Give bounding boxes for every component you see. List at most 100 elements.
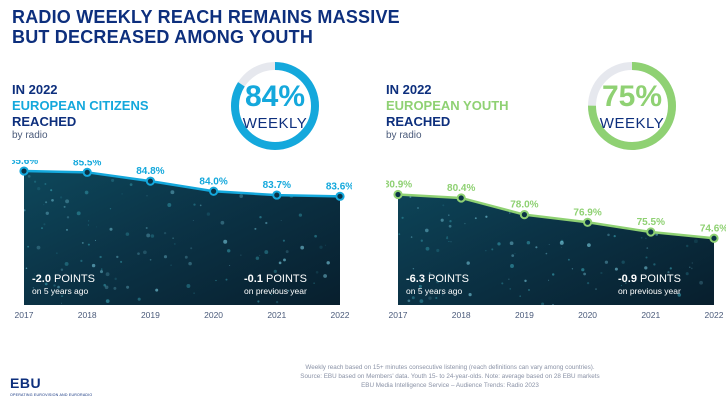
citizens-change-1y-sub: on previous year xyxy=(244,286,307,296)
texture-speck xyxy=(667,271,670,274)
texture-speck xyxy=(91,263,96,268)
texture-speck xyxy=(699,177,703,181)
texture-speck xyxy=(711,218,713,220)
youth-change-1y-sub: on previous year xyxy=(618,286,681,296)
texture-speck xyxy=(254,227,257,230)
citizens-reach-chart: 85.6% 2017 85.5% 2018 84.8% 2019 84.0% 2020 83.7… xyxy=(12,160,352,320)
texture-speck xyxy=(150,234,155,238)
texture-speck xyxy=(99,270,104,274)
citizens-reached-label: REACHED xyxy=(12,114,77,129)
texture-speck xyxy=(37,187,41,191)
series-line xyxy=(397,193,715,240)
texture-speck xyxy=(581,187,584,190)
texture-speck xyxy=(418,284,422,288)
texture-speck xyxy=(225,278,228,281)
texture-speck xyxy=(60,196,63,199)
texture-speck xyxy=(446,236,448,238)
ebu-logo-text: EBU xyxy=(10,375,42,391)
texture-speck xyxy=(450,241,452,243)
youth-ring-graphic xyxy=(588,62,676,150)
texture-speck xyxy=(511,254,515,257)
youth-sub-label: by radio xyxy=(386,130,422,141)
texture-speck xyxy=(51,198,54,202)
texture-speck xyxy=(105,272,110,277)
texture-speck xyxy=(246,167,248,169)
texture-speck xyxy=(96,226,97,228)
texture-speck xyxy=(644,266,648,270)
texture-speck xyxy=(519,295,521,297)
youth-change-1y-value: -0.9 xyxy=(618,273,637,285)
texture-speck xyxy=(194,177,198,181)
texture-speck xyxy=(240,254,242,256)
citizens-year-label: IN 2022 xyxy=(12,82,58,97)
texture-speck xyxy=(429,272,431,274)
texture-speck xyxy=(275,300,279,304)
texture-speck xyxy=(43,204,45,206)
texture-speck xyxy=(675,196,677,198)
texture-speck xyxy=(193,203,196,206)
texture-speck xyxy=(541,302,545,306)
texture-speck xyxy=(80,259,83,263)
youth-ring-value: 75% xyxy=(601,80,663,113)
texture-speck xyxy=(509,241,514,246)
texture-speck xyxy=(223,239,228,244)
youth-ring-arc xyxy=(588,62,676,150)
texture-speck xyxy=(581,268,585,272)
texture-speck xyxy=(137,252,140,256)
texture-speck xyxy=(561,247,562,248)
texture-speck xyxy=(186,284,191,288)
citizens-change-1y-value: -0.1 xyxy=(244,273,263,285)
texture-speck xyxy=(602,192,604,194)
data-label: 78.0% xyxy=(510,200,538,211)
youth-change-1y: -0.9 POINTS on previous year xyxy=(618,273,681,297)
texture-speck xyxy=(101,268,103,270)
texture-speck xyxy=(662,186,666,190)
texture-speck xyxy=(280,219,282,221)
x-tick-label: 2018 xyxy=(78,310,97,320)
texture-speck xyxy=(508,212,511,214)
texture-speck xyxy=(146,233,151,238)
texture-speck xyxy=(319,245,323,249)
texture-speck xyxy=(259,254,261,256)
texture-speck xyxy=(44,282,48,286)
x-tick-label: 2017 xyxy=(389,310,408,320)
texture-speck xyxy=(53,284,56,287)
texture-speck xyxy=(60,268,64,271)
texture-speck xyxy=(575,197,577,198)
texture-speck xyxy=(497,242,501,246)
data-label: 84.8% xyxy=(136,166,164,177)
texture-speck xyxy=(63,205,66,208)
texture-speck xyxy=(220,220,225,225)
data-point xyxy=(519,210,529,220)
texture-speck xyxy=(510,264,514,268)
youth-change-1y-unit: POINTS xyxy=(640,273,681,285)
texture-speck xyxy=(653,263,656,266)
texture-speck xyxy=(521,185,524,188)
texture-speck xyxy=(527,190,529,192)
texture-speck xyxy=(689,266,691,268)
citizens-change-5y-sub: on 5 years ago xyxy=(32,286,89,296)
x-tick-label: 2021 xyxy=(267,310,286,320)
texture-speck xyxy=(593,180,595,182)
texture-speck xyxy=(595,288,597,291)
texture-speck xyxy=(326,261,330,265)
texture-speck xyxy=(432,190,435,193)
data-label: 84.0% xyxy=(199,176,227,187)
citizens-change-5y-value: -2.0 xyxy=(32,273,51,285)
data-label: 83.7% xyxy=(263,180,291,191)
texture-speck xyxy=(111,178,115,182)
texture-speck xyxy=(464,222,466,225)
texture-speck xyxy=(43,223,46,226)
texture-speck xyxy=(513,170,516,173)
texture-speck xyxy=(65,199,70,204)
texture-speck xyxy=(84,190,89,195)
texture-speck xyxy=(449,220,452,223)
panel-citizens: IN 2022 EUROPEAN CITIZENS REACHED by rad… xyxy=(12,60,352,330)
texture-speck xyxy=(600,271,603,275)
texture-speck xyxy=(559,199,563,202)
texture-speck xyxy=(411,296,415,300)
texture-speck xyxy=(613,234,616,238)
footnote-source: Source: EBU based on Members' data. Yout… xyxy=(300,373,600,380)
texture-speck xyxy=(300,245,305,250)
data-point xyxy=(272,190,282,200)
